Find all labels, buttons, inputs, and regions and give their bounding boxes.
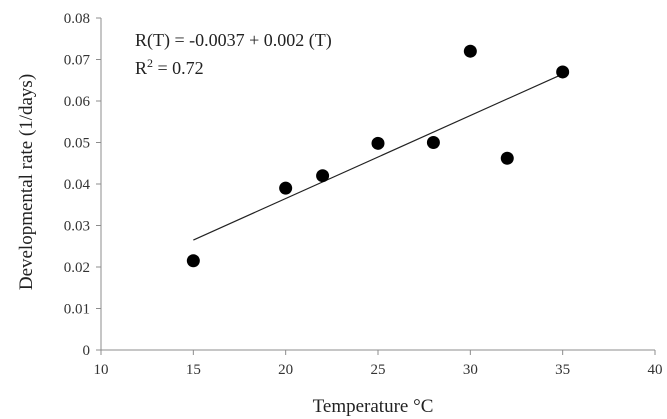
r-squared-value: = 0.72 [153, 58, 204, 78]
y-tick-label: 0.03 [64, 219, 90, 235]
data-point [186, 254, 200, 268]
x-tick-label: 15 [186, 362, 201, 378]
y-tick-label: 0 [83, 343, 91, 359]
y-tick-label: 0.04 [64, 177, 91, 193]
y-tick-label: 0.08 [64, 11, 90, 27]
y-tick-label: 0.07 [64, 53, 91, 69]
r-squared-label: R2 = 0.72 [135, 56, 204, 78]
x-tick-group: 10 15 20 25 30 35 40 [94, 350, 663, 378]
data-point [500, 151, 514, 165]
x-axis-title: Temperature °C [313, 396, 434, 417]
r-squared-superscript: 2 [147, 56, 153, 70]
y-axis-title: Developmental rate (1/days) [16, 74, 37, 290]
x-tick-label: 25 [371, 362, 386, 378]
x-tick-label: 40 [648, 362, 663, 378]
data-points [186, 44, 570, 268]
r-squared-base: R [135, 58, 147, 78]
data-point [556, 65, 570, 79]
x-tick-label: 20 [278, 362, 293, 378]
data-point [316, 169, 330, 183]
y-tick-label: 0.06 [64, 94, 91, 110]
x-tick-label: 30 [463, 362, 478, 378]
y-tick-group: 0 0.01 0.02 0.03 0.04 0.05 0.06 0.07 0.08 [64, 11, 101, 359]
y-tick-label: 0.02 [64, 260, 90, 276]
data-point [463, 44, 477, 58]
y-tick-label: 0.05 [64, 136, 90, 152]
x-tick-label: 10 [94, 362, 109, 378]
y-tick-label: 0.01 [64, 302, 90, 318]
data-point [279, 181, 293, 195]
data-point [426, 136, 440, 149]
regression-equation: R(T) = -0.0037 + 0.002 (T) [135, 30, 332, 51]
trendline [193, 73, 563, 241]
data-point [371, 136, 385, 150]
x-tick-label: 35 [555, 362, 570, 378]
